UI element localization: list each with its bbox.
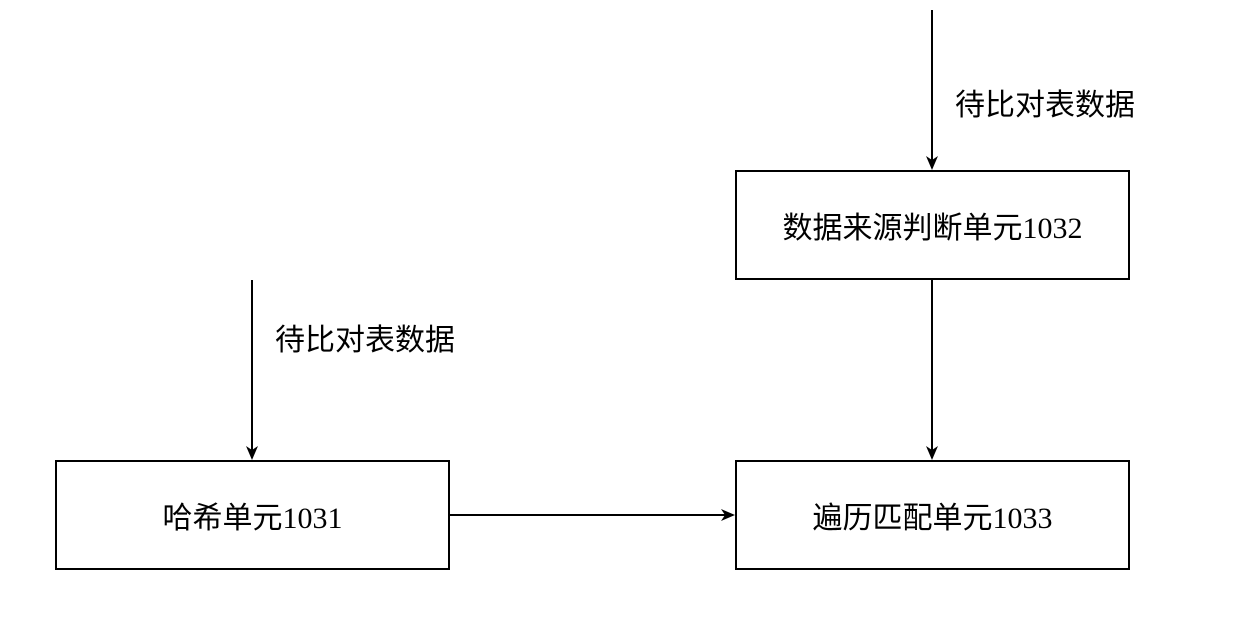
node-hash-unit: 哈希单元1031	[55, 460, 450, 570]
diagram-canvas: 哈希单元1031 数据来源判断单元1032 遍历匹配单元1033 待比对表数据 …	[0, 0, 1240, 625]
label-input-top: 待比对表数据	[955, 80, 1135, 124]
label-input-left: 待比对表数据	[275, 315, 455, 359]
node-source-unit-label: 数据来源判断单元1032	[783, 203, 1083, 247]
node-match-unit-label: 遍历匹配单元1033	[813, 493, 1053, 537]
node-hash-unit-label: 哈希单元1031	[163, 493, 343, 537]
node-source-unit: 数据来源判断单元1032	[735, 170, 1130, 280]
node-match-unit: 遍历匹配单元1033	[735, 460, 1130, 570]
